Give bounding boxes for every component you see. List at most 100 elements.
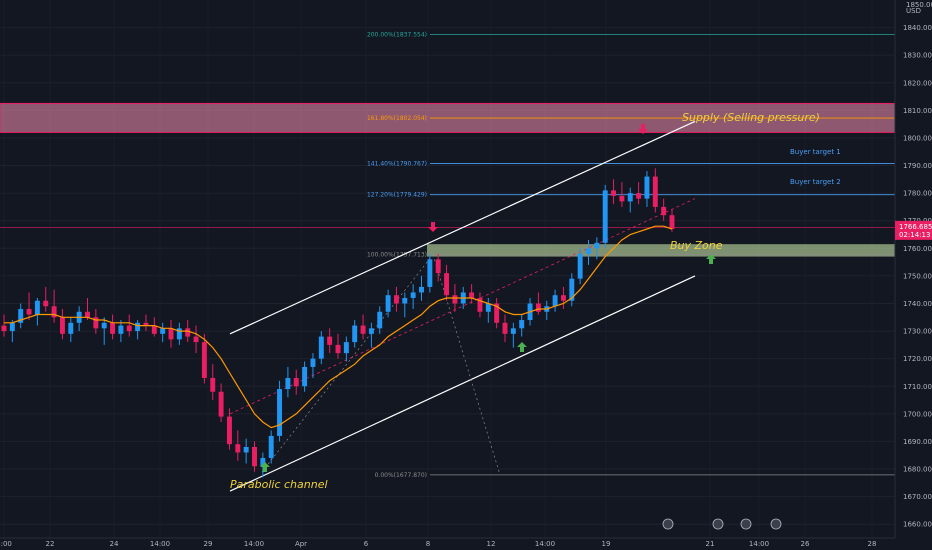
time-tick-label: 24 — [110, 540, 119, 548]
candle-body — [510, 328, 516, 334]
candle-body — [68, 322, 74, 334]
candle-body — [176, 328, 182, 340]
candle-body — [519, 320, 525, 329]
candle-body — [636, 193, 642, 199]
buy-zone[interactable] — [427, 244, 895, 257]
channel-lower-line — [229, 275, 696, 492]
price-tick-label: 1840.00 — [903, 24, 932, 32]
event-markers[interactable] — [662, 518, 782, 530]
candle-body — [377, 311, 383, 329]
candle-body — [560, 295, 566, 301]
time-tick-label: 21 — [706, 540, 715, 548]
candle-body — [34, 300, 40, 315]
candle-body — [661, 206, 667, 216]
fib-label: 200.00%(1837.554) — [367, 31, 427, 38]
candle-body — [469, 292, 475, 298]
time-tick-label: Apr — [295, 540, 307, 548]
time-tick-label: 14:00 — [535, 540, 555, 548]
price-tick-label: 1830.00 — [903, 52, 932, 60]
candle-body — [594, 242, 600, 249]
fib-levels[interactable]: 200.00%(1837.554) 161.80%(1802.054) 141.40… — [367, 31, 895, 479]
event-flag-icon — [770, 518, 782, 530]
price-tick-label: 1810.00 — [903, 107, 932, 115]
time-tick-label: 14:00 — [244, 540, 264, 548]
up-arrow-icon — [517, 342, 527, 352]
price-tick-label: 1700.00 — [903, 410, 932, 418]
candle-body — [352, 325, 358, 343]
candle-body — [235, 444, 241, 453]
candle-body — [586, 248, 591, 254]
candle-body — [268, 435, 274, 458]
price-tick-label: 1740.00 — [903, 300, 932, 308]
candle-body — [243, 446, 249, 453]
candle-body — [569, 278, 575, 301]
event-flag-icon — [712, 518, 724, 530]
time-tick-label: 29 — [204, 540, 213, 548]
time-tick-label: 6 — [364, 540, 369, 548]
candle-body — [101, 322, 107, 329]
candle-body — [669, 215, 675, 229]
time-axis[interactable]: 8:00 22 24 14:00 29 14:00 Apr 6 8 12 14:00 19 21 14:0… — [0, 537, 932, 550]
down-arrow-icon — [638, 124, 648, 134]
candle-body — [535, 303, 541, 312]
price-tick-label: 1780.00 — [903, 190, 932, 198]
up-arrow-icon — [706, 254, 716, 264]
candle-body — [285, 377, 291, 390]
price-tick-label: 1660.00 — [903, 521, 932, 529]
current-price-badge: 1766.685 02:14:13 — [895, 220, 932, 240]
candle-body — [644, 176, 650, 199]
candle-body — [201, 342, 207, 378]
price-tick-label: 1720.00 — [903, 355, 932, 363]
candle-body — [277, 389, 283, 436]
candle-body — [110, 322, 116, 334]
candles[interactable] — [1, 168, 675, 478]
candle-body — [9, 322, 15, 332]
candle-body — [310, 358, 316, 367]
candle-body — [368, 328, 374, 334]
price-tick-label: 1800.00 — [903, 134, 932, 142]
candle-body — [193, 336, 199, 343]
time-tick-label: 19 — [602, 540, 611, 548]
candle-body — [1, 325, 7, 332]
candle-body — [151, 325, 157, 334]
candle-body — [427, 259, 433, 287]
fib-label: 100.00%(1757.713) — [367, 252, 427, 259]
price-tick-label: 1670.00 — [903, 493, 932, 501]
parabolic-channel[interactable] — [229, 120, 696, 492]
candle-body — [327, 336, 333, 345]
arrows — [260, 124, 716, 472]
candle-body — [452, 295, 458, 304]
price-tick-label: 1690.00 — [903, 438, 932, 446]
time-tick-label: 28 — [868, 540, 877, 548]
event-flag-icon — [662, 518, 674, 530]
price-tick-label: 1710.00 — [903, 383, 932, 391]
candle-body — [126, 325, 132, 332]
price-axis[interactable]: 1850.00 USD 1840.00 1830.00 1820.00 1810.00… — [894, 0, 932, 538]
supply-label: Supply (Selling pressure) — [682, 111, 820, 124]
moving-average-line — [4, 225, 673, 429]
fib-label: 161.80%(1802.054) — [367, 115, 427, 122]
candle-body — [385, 295, 391, 312]
currency-label: USD — [906, 7, 921, 15]
candle-body — [577, 253, 583, 279]
candle-body — [43, 300, 49, 307]
fib-label: 0.00%(1677.870) — [375, 472, 427, 479]
candle-body — [393, 295, 399, 304]
candle-body — [168, 328, 174, 340]
time-tick-label: 26 — [801, 540, 810, 548]
time-tick-label: 14:00 — [749, 540, 769, 548]
candle-body — [611, 190, 617, 196]
candle-body — [360, 325, 366, 334]
candle-body — [494, 303, 500, 323]
candle-body — [485, 303, 491, 312]
up-arrow-icon — [260, 462, 270, 472]
candle-body — [419, 286, 424, 293]
current-price-countdown: 02:14:13 — [899, 231, 930, 239]
candle-body — [444, 273, 450, 296]
candle-body — [18, 309, 24, 323]
candle-body — [477, 297, 483, 312]
candle-body — [218, 391, 224, 417]
candle-body — [627, 193, 633, 202]
candle-body — [59, 317, 65, 334]
